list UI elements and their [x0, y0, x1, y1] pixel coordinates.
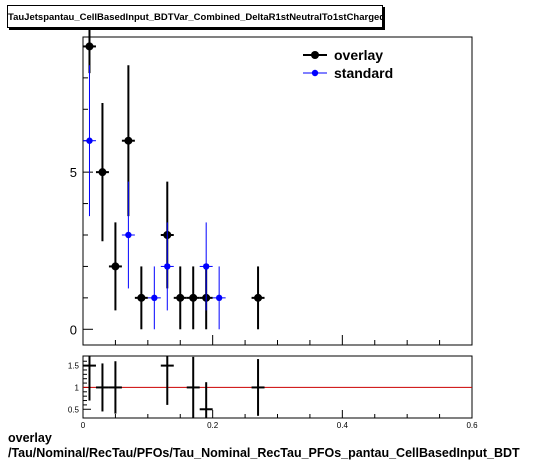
title-box: TauJetspantau_CellBasedInput_BDTVar_Comb… [7, 5, 383, 28]
data-point-standard [151, 294, 158, 302]
data-point-overlay [176, 293, 185, 302]
data-point-standard [86, 137, 93, 144]
ratio-y-tick-label: 1.5 [68, 362, 80, 371]
caption-line-2: /Tau/Nominal/RecTau/PFOs/Tau_Nominal_Rec… [8, 446, 520, 460]
main-plot: 0 5 overlay standard [70, 19, 473, 346]
x-tick-label: 0.4 [337, 421, 349, 430]
data-point-standard [215, 294, 223, 302]
series-overlay [83, 19, 265, 330]
y-tick-label: 0 [70, 322, 77, 337]
legend-label-standard: standard [334, 65, 393, 81]
caption-line-1: overlay [8, 431, 52, 445]
legend-marker-overlay [311, 51, 319, 59]
ratio-plot: 0.5 1 1.5 0 0.2 0.4 0.6 [68, 355, 478, 430]
x-tick-label: 0.2 [207, 421, 219, 430]
data-point-standard [164, 263, 171, 270]
data-point-standard [125, 231, 132, 239]
ratio-y-tick-label: 0.5 [68, 405, 80, 414]
data-point-overlay [85, 42, 94, 51]
x-tick-label: 0 [81, 421, 86, 430]
legend-marker-standard [311, 69, 319, 77]
data-point-standard [202, 263, 210, 270]
data-point-overlay [98, 168, 107, 177]
x-tick-label: 0.6 [466, 421, 478, 430]
y-tick-label: 5 [70, 165, 77, 180]
data-point-overlay [137, 293, 146, 302]
data-point-overlay [124, 136, 133, 145]
data-point-overlay [111, 262, 120, 271]
legend: overlay standard [303, 47, 393, 81]
data-point-overlay [254, 293, 263, 302]
chart-title: TauJetspantau_CellBasedInput_BDTVar_Comb… [8, 12, 382, 23]
data-point-overlay [189, 293, 198, 302]
ratio-y-tick-label: 1 [75, 383, 80, 392]
legend-label-overlay: overlay [334, 47, 383, 63]
series-standard [83, 65, 226, 330]
